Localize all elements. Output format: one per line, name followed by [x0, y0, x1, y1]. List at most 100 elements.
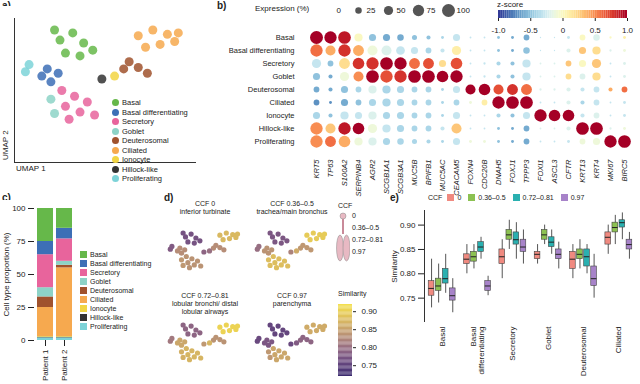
html-text:d): d) — [164, 192, 174, 203]
svg-text:Ciliated: Ciliated — [614, 327, 623, 354]
html-text:Hillock-like: Hillock-like — [90, 314, 124, 321]
svg-text:Cell type proportion (%): Cell type proportion (%) — [2, 232, 11, 316]
svg-text:Proliferating: Proliferating — [254, 137, 294, 146]
svg-text:0: 0 — [561, 26, 566, 35]
html-text:Goblet: Goblet — [122, 126, 145, 136]
svg-text:0: 0 — [337, 6, 342, 15]
svg-text:Patient 2: Patient 2 — [60, 349, 69, 381]
svg-text:0: 0 — [21, 336, 26, 345]
svg-text:MUC5B: MUC5B — [410, 160, 419, 186]
svg-text:0.90: 0.90 — [400, 221, 416, 230]
svg-text:-1.0: -1.0 — [492, 26, 506, 35]
html-text:Basal differentiating: Basal differentiating — [90, 260, 152, 267]
html-text:inferior turbinate: inferior turbinate — [179, 208, 231, 215]
html-text:Proliferating: Proliferating — [90, 323, 128, 330]
html-text:Secretory: Secretory — [90, 269, 120, 276]
svg-text:DNAH5: DNAH5 — [494, 159, 503, 185]
svg-text:Basal: Basal — [276, 33, 295, 42]
svg-text:MKI67: MKI67 — [606, 159, 615, 182]
html-text:Basal differentiating: Basal differentiating — [122, 107, 188, 117]
html-text:z-score: z-score — [497, 0, 524, 9]
svg-text:0.90: 0.90 — [362, 307, 378, 316]
svg-text:Secretory: Secretory — [262, 59, 294, 68]
html-text:b): b) — [217, 0, 227, 11]
html-text:e): e) — [390, 192, 399, 203]
svg-text:Secretory: Secretory — [508, 327, 517, 361]
svg-text:BPIFB1: BPIFB1 — [424, 160, 433, 186]
svg-text:SERPINB4: SERPINB4 — [354, 160, 363, 197]
html-text:Ciliated: Ciliated — [122, 145, 147, 155]
svg-text:Hillock-like: Hillock-like — [259, 124, 295, 133]
html-text:UMAP 1: UMAP 1 — [16, 164, 46, 173]
svg-text:0.85: 0.85 — [400, 245, 416, 254]
svg-text:Basal: Basal — [438, 326, 447, 346]
svg-text:SCGB3A1: SCGB3A1 — [396, 160, 405, 195]
svg-text:75: 75 — [17, 237, 26, 246]
html-text:Deuterosomal: Deuterosomal — [90, 287, 134, 294]
svg-text:Patient 1: Patient 1 — [41, 349, 50, 381]
svg-text:0.5: 0.5 — [590, 26, 602, 35]
svg-text:SCGB1A1: SCGB1A1 — [382, 160, 391, 195]
svg-text:100: 100 — [12, 204, 26, 213]
svg-text:TP63: TP63 — [326, 159, 335, 178]
svg-text:KRT4: KRT4 — [592, 160, 601, 179]
svg-text:MUC5AC: MUC5AC — [438, 159, 447, 191]
html-text:lobular bronchi/ distal lobula: lobular bronchi/ distal lobular airways — [171, 300, 239, 315]
html-text:CCF 0: CCF 0 — [194, 200, 216, 207]
html-text:a): a) — [2, 0, 11, 11]
svg-text:S100A2: S100A2 — [340, 159, 349, 187]
svg-text:Basal differentiating: Basal differentiating — [229, 46, 295, 55]
svg-text:-0.5: -0.5 — [524, 26, 538, 35]
svg-text:0.80: 0.80 — [400, 269, 416, 278]
html-text:UMAP 2: UMAP 2 — [1, 130, 10, 160]
html-text:Expression (%): Expression (%) — [255, 4, 310, 13]
html-text:Deuterosomal: Deuterosomal — [122, 136, 169, 145]
html-text:trachea/main bronchus: trachea/main bronchus — [256, 208, 328, 215]
svg-text:FOXJ1: FOXJ1 — [508, 160, 517, 183]
html-text:parenchyma: parenchyma — [272, 300, 312, 307]
svg-text:Ciliated: Ciliated — [269, 98, 294, 107]
svg-text:KRT13: KRT13 — [578, 159, 587, 183]
svg-text:0.75: 0.75 — [362, 361, 378, 370]
svg-text:75: 75 — [427, 6, 436, 15]
svg-text:TPPP3: TPPP3 — [522, 159, 531, 184]
svg-text:ASCL3: ASCL3 — [550, 159, 559, 185]
svg-text:Goblet: Goblet — [544, 326, 553, 350]
svg-text:0.85: 0.85 — [362, 325, 378, 334]
html-text:CCF 0.36–0.5: CCF 0.36–0.5 — [270, 200, 314, 207]
svg-text:50: 50 — [397, 6, 406, 15]
svg-text:CDC20B: CDC20B — [480, 160, 489, 190]
html-text:Ionocyte: Ionocyte — [122, 155, 151, 164]
svg-text:0.80: 0.80 — [362, 343, 378, 352]
svg-text:Basaldifferentiating: Basaldifferentiating — [469, 326, 486, 374]
html-text:Ionocyte: Ionocyte — [90, 305, 117, 312]
svg-text:AGR2: AGR2 — [368, 159, 377, 181]
html-text:Ciliated: Ciliated — [90, 296, 114, 303]
svg-text:CFTR: CFTR — [564, 159, 573, 180]
svg-text:FOXN4: FOXN4 — [466, 160, 475, 185]
svg-text:Deuterosomal: Deuterosomal — [579, 326, 588, 376]
html-text:Hillock-like: Hillock-like — [122, 164, 158, 174]
html-text:CCF 0.72–0.81: CCF 0.72–0.81 — [181, 292, 229, 299]
html-text:Secretory: Secretory — [122, 117, 155, 126]
svg-text:50: 50 — [17, 270, 26, 279]
svg-text:Ionocyte: Ionocyte — [266, 111, 294, 120]
html-text:Goblet: Goblet — [90, 278, 111, 285]
svg-text:100: 100 — [457, 6, 471, 15]
svg-text:0.75: 0.75 — [400, 294, 416, 303]
svg-text:25: 25 — [367, 6, 376, 15]
svg-text:BIRC5: BIRC5 — [620, 159, 629, 182]
svg-text:Deuterosomal: Deuterosomal — [248, 85, 295, 94]
html-text:Basal: Basal — [90, 251, 108, 258]
html-text:c): c) — [2, 192, 11, 203]
svg-text:KRT5: KRT5 — [312, 159, 321, 179]
svg-text:FOXI1: FOXI1 — [536, 160, 545, 182]
svg-text:Goblet: Goblet — [272, 72, 295, 81]
html-text:CCF 0.97: CCF 0.97 — [277, 292, 307, 299]
html-text:Basal: Basal — [122, 98, 141, 107]
svg-text:25: 25 — [17, 303, 26, 312]
svg-text:1.0: 1.0 — [622, 26, 634, 35]
svg-text:CEACAM5: CEACAM5 — [452, 159, 461, 196]
html-text:Proliferating: Proliferating — [122, 174, 162, 183]
svg-text:Similarity: Similarity — [390, 250, 399, 282]
